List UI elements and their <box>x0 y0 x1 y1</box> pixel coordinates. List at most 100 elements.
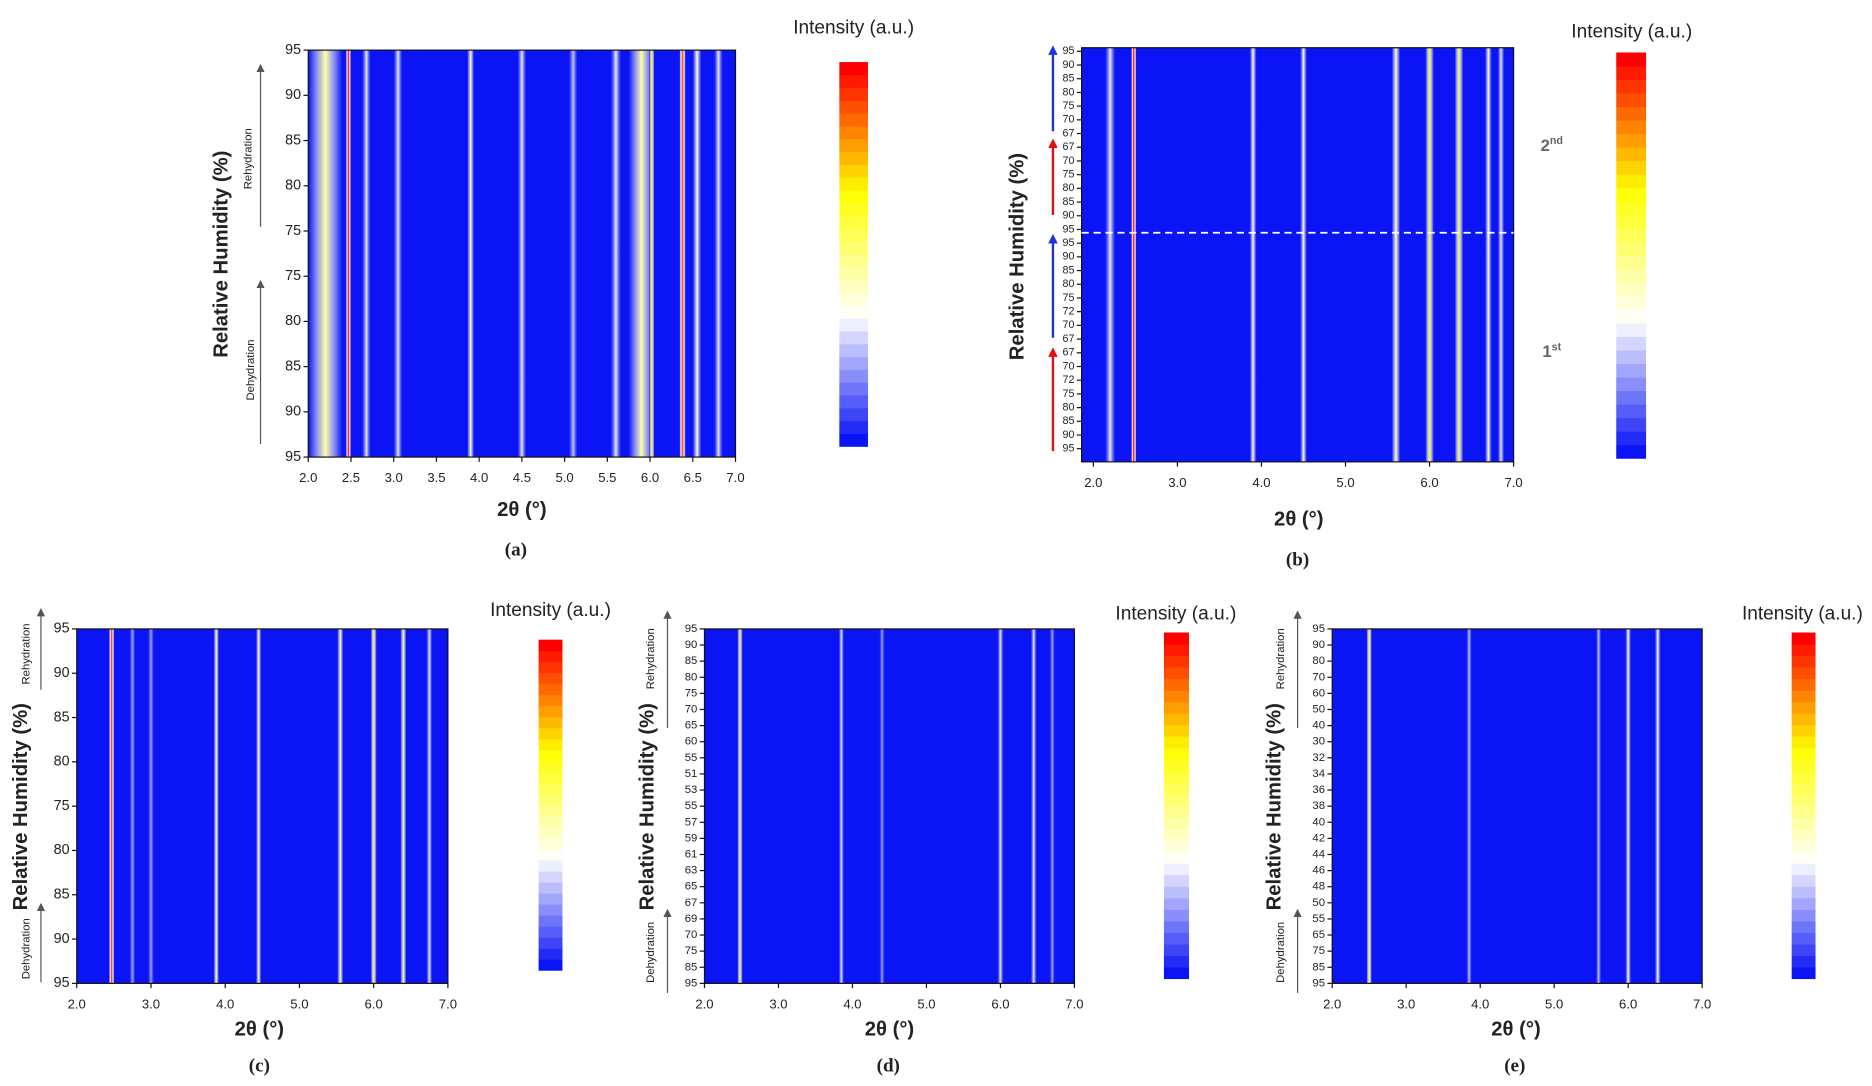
y-tick-label: 80 <box>1062 182 1074 194</box>
x-axis-title: 2θ (°) <box>1274 509 1323 531</box>
peak <box>649 50 655 458</box>
colorbar-step <box>839 305 868 319</box>
colorbar-step <box>538 661 563 674</box>
x-tick-label: 5.0 <box>555 470 573 485</box>
peak <box>1105 47 1116 462</box>
annotation: Dehydration <box>1275 922 1287 983</box>
colorbar-step <box>1791 874 1816 887</box>
colorbar-step <box>538 882 563 894</box>
y-tick-label: 67 <box>1062 127 1074 139</box>
x-tick-label: 4.0 <box>1471 996 1489 1011</box>
y-axis-title: Relative Humidity (%) <box>637 703 659 910</box>
y-tick-label: 38 <box>1312 800 1325 812</box>
x-tick-label: 6.0 <box>1420 475 1438 490</box>
peak <box>692 50 702 458</box>
y-tick-label: 95 <box>1312 623 1325 635</box>
x-tick-label: 4.0 <box>843 996 861 1011</box>
colorbar-step <box>839 177 868 191</box>
colorbar-step <box>1791 909 1816 922</box>
colorbar-step <box>1791 747 1816 760</box>
y-tick-label: 80 <box>54 754 70 770</box>
colorbar-step <box>1163 724 1190 737</box>
y-tick-label: 34 <box>1312 768 1325 780</box>
plot-area <box>1332 628 1703 984</box>
colorbar-step <box>839 267 868 281</box>
colorbar-step <box>839 87 868 101</box>
peak <box>400 628 407 984</box>
colorbar-step <box>839 343 868 358</box>
peak <box>1391 47 1401 462</box>
y-tick-label: 67 <box>1062 347 1074 359</box>
colorbar-step <box>1616 160 1647 175</box>
x-tick-label: 3.0 <box>769 996 787 1011</box>
y-axis-title: Relative Humidity (%) <box>1263 703 1285 910</box>
y-tick-label: 53 <box>685 784 698 796</box>
y-tick-label: 85 <box>1312 961 1325 973</box>
y-tick-label: 50 <box>1312 897 1325 909</box>
plot-background <box>1332 628 1703 984</box>
colorbar-step <box>538 904 563 916</box>
colorbar-step <box>839 151 868 166</box>
panel-label: (d) <box>877 1055 900 1076</box>
x-tick-label: 6.0 <box>365 996 383 1011</box>
peak <box>256 628 262 984</box>
y-tick-label: 57 <box>685 816 698 828</box>
peak <box>308 50 343 458</box>
annotation: Rehydration <box>243 128 255 189</box>
colorbar-step <box>1163 920 1190 933</box>
colorbar-step <box>538 782 563 795</box>
colorbar-step <box>1616 404 1647 419</box>
colorbar-step <box>538 738 563 751</box>
y-tick-label: 70 <box>1062 114 1074 126</box>
colorbar-step <box>1791 943 1816 956</box>
colorbar-step <box>839 62 868 76</box>
x-tick-label: 4.0 <box>1252 475 1270 490</box>
peak <box>1466 628 1472 984</box>
colorbar-step <box>839 241 868 255</box>
colorbar-step <box>1163 863 1190 876</box>
x-tick-label: 2.0 <box>68 996 86 1011</box>
peak <box>337 628 344 984</box>
y-tick-label: 30 <box>1312 736 1325 748</box>
colorbar-step <box>839 395 868 409</box>
x-axis-title: 2θ (°) <box>865 1018 914 1040</box>
colorbar-step <box>1791 851 1816 864</box>
x-tick-label: 5.0 <box>1336 475 1354 490</box>
y-tick-label: 75 <box>1062 100 1074 112</box>
colorbar-step <box>538 948 563 960</box>
y-tick-label: 85 <box>54 887 70 903</box>
y-tick-label: 70 <box>1062 319 1074 331</box>
y-tick-label: 90 <box>1312 639 1325 651</box>
peak <box>109 628 115 984</box>
peak <box>213 628 219 984</box>
y-tick-label: 80 <box>1062 86 1074 98</box>
peak <box>1595 628 1602 984</box>
peak <box>1654 628 1661 984</box>
colorbar-step <box>1163 909 1190 922</box>
colorbar-step <box>538 959 563 971</box>
peak <box>370 628 377 984</box>
colorbar-step <box>1616 390 1647 405</box>
colorbar-step <box>839 74 868 89</box>
y-tick-label: 90 <box>1062 210 1074 222</box>
y-tick-label: 67 <box>1062 141 1074 153</box>
colorbar-step <box>839 202 868 217</box>
peak <box>467 50 475 458</box>
y-tick-label: 90 <box>1062 251 1074 263</box>
y-tick-label: 70 <box>1312 671 1325 683</box>
colorbar-step <box>1163 955 1190 968</box>
peak <box>1425 47 1434 462</box>
y-tick-label: 95 <box>685 623 698 635</box>
colorbar-title: Intensity (a.u.) <box>1742 604 1863 625</box>
colorbar-step <box>1163 805 1190 818</box>
x-tick-label: 2.0 <box>695 996 713 1011</box>
y-tick-label: 60 <box>685 736 698 748</box>
colorbar-step <box>1791 863 1816 876</box>
x-tick-label: 3.0 <box>385 470 403 485</box>
x-tick-label: 2.5 <box>342 470 360 485</box>
colorbar-step <box>538 826 563 839</box>
colorbar-step <box>1791 840 1816 853</box>
plot-area <box>308 50 736 458</box>
y-tick-label: 42 <box>1312 832 1325 844</box>
colorbar-step <box>1163 770 1190 783</box>
